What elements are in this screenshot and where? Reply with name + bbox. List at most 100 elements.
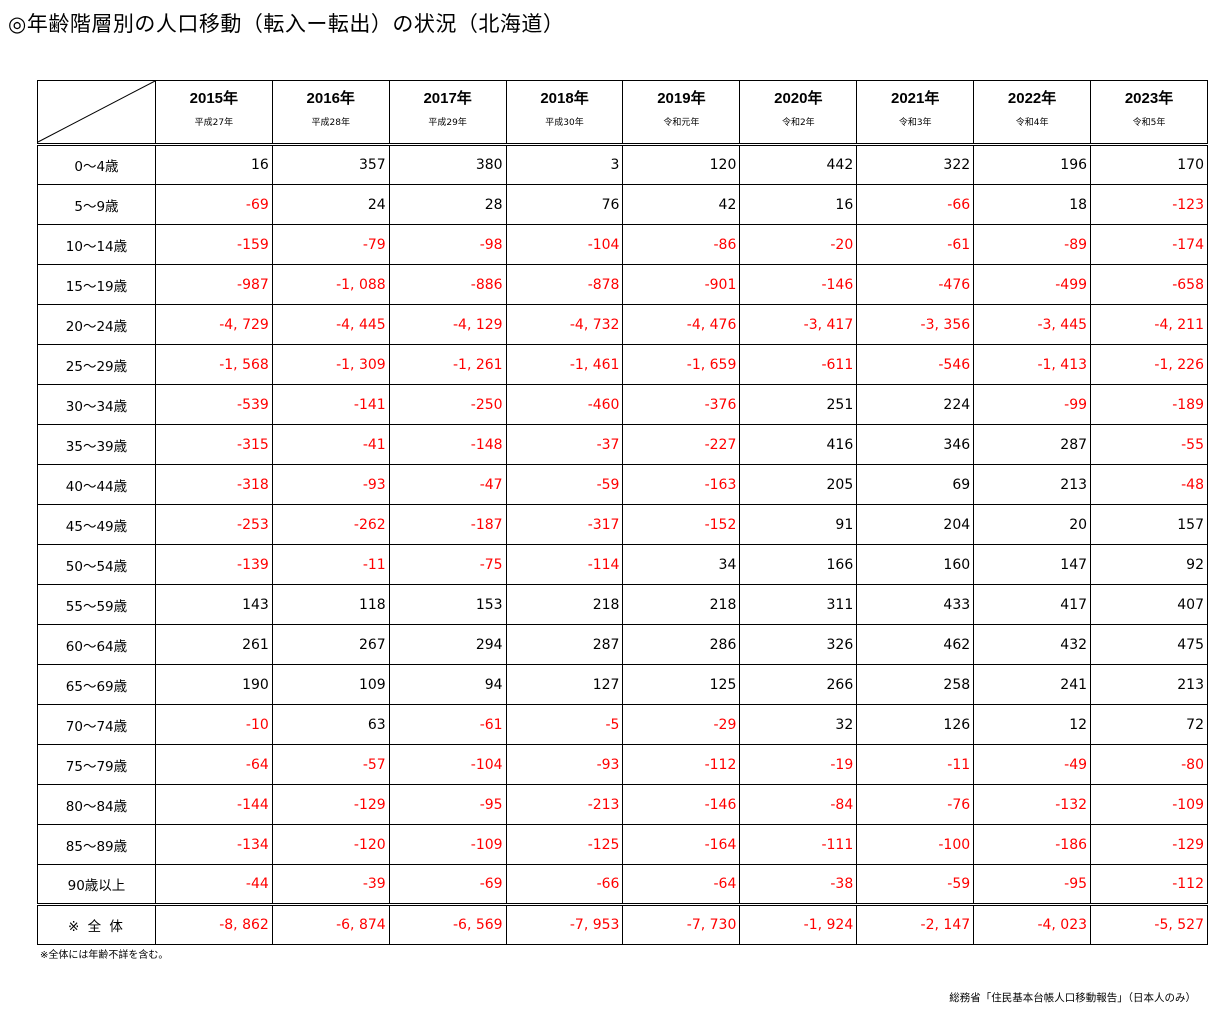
value-cell: 166 bbox=[739, 544, 858, 585]
value-cell: -159 bbox=[154, 224, 273, 265]
value-cell: -4, 211 bbox=[1090, 304, 1208, 345]
value-cell: -164 bbox=[622, 824, 741, 865]
value-cell: -460 bbox=[505, 384, 624, 425]
value-cell: 287 bbox=[505, 624, 624, 665]
value-cell: 3 bbox=[505, 144, 624, 185]
value-cell: 109 bbox=[271, 664, 390, 705]
value-cell: 12 bbox=[973, 704, 1092, 745]
year-header: 2019年 令和元年 bbox=[622, 80, 741, 146]
value-cell: 157 bbox=[1090, 504, 1208, 545]
value-cell: -99 bbox=[973, 384, 1092, 425]
era-label: 平成30年 bbox=[545, 118, 584, 128]
value-cell: -250 bbox=[388, 384, 507, 425]
year-label: 2021年 bbox=[891, 90, 940, 107]
value-cell: -84 bbox=[739, 784, 858, 825]
value-cell: 72 bbox=[1090, 704, 1208, 745]
age-group-label: 0～4歳 bbox=[37, 144, 156, 185]
migration-table: 2015年 平成27年 2016年 平成28年 2017年 平成29年 2018年 平成30年… bbox=[37, 80, 1208, 945]
table-row: 15～19歳 -987 -1, 088 -886 -878 -901 -146 -476 -49… bbox=[37, 264, 1208, 305]
table-row: 25～29歳 -1, 568 -1, 309 -1, 261 -1, 461 -1, 65… bbox=[37, 344, 1208, 385]
era-label: 平成29年 bbox=[428, 118, 467, 128]
value-cell: 357 bbox=[271, 144, 390, 185]
age-group-label: 75～79歳 bbox=[37, 744, 156, 785]
value-cell: 224 bbox=[856, 384, 975, 425]
value-cell: -114 bbox=[505, 544, 624, 585]
value-cell: 462 bbox=[856, 624, 975, 665]
value-cell: -152 bbox=[622, 504, 741, 545]
value-cell: -6, 569 bbox=[388, 903, 507, 945]
value-cell: -499 bbox=[973, 264, 1092, 305]
value-cell: -189 bbox=[1090, 384, 1208, 425]
value-cell: 32 bbox=[739, 704, 858, 745]
table-row: 45～49歳 -253 -262 -187 -317 -152 91 204 20 157 bbox=[37, 504, 1208, 545]
value-cell: 34 bbox=[622, 544, 741, 585]
table-row: 85～89歳 -134 -120 -109 -125 -164 -111 -100 -186 -1… bbox=[37, 824, 1208, 865]
value-cell: -20 bbox=[739, 224, 858, 265]
value-cell: -129 bbox=[1090, 824, 1208, 865]
value-cell: -1, 088 bbox=[271, 264, 390, 305]
total-row: ※ 全 体 -8, 862 -6, 874 -6, 569 -7, 953 -7, 730… bbox=[37, 903, 1208, 945]
footnote: ※全体には年齢不詳を含む。 bbox=[40, 950, 169, 961]
value-cell: 190 bbox=[154, 664, 273, 705]
value-cell: -120 bbox=[271, 824, 390, 865]
value-cell: -4, 445 bbox=[271, 304, 390, 345]
value-cell: -476 bbox=[856, 264, 975, 305]
value-cell: -69 bbox=[388, 864, 507, 905]
value-cell: -318 bbox=[154, 464, 273, 505]
value-cell: -41 bbox=[271, 424, 390, 465]
value-cell: 311 bbox=[739, 584, 858, 625]
value-cell: -186 bbox=[973, 824, 1092, 865]
year-label: 2023年 bbox=[1124, 90, 1174, 107]
value-cell: 432 bbox=[973, 624, 1092, 665]
page-title: ◎年齢階層別の人口移動（転入ー転出）の状況（北海道） bbox=[8, 12, 565, 36]
value-cell: 18 bbox=[973, 184, 1092, 225]
value-cell: -19 bbox=[739, 744, 858, 785]
value-cell: -253 bbox=[154, 504, 273, 545]
value-cell: -109 bbox=[1090, 784, 1208, 825]
value-cell: 153 bbox=[388, 584, 507, 625]
table-row: 40～44歳 -318 -93 -47 -59 -163 205 69 213 -48 bbox=[37, 464, 1208, 505]
age-group-label: 5～9歳 bbox=[37, 184, 156, 225]
value-cell: -1, 413 bbox=[973, 344, 1092, 385]
value-cell: -144 bbox=[154, 784, 273, 825]
age-group-label: 50～54歳 bbox=[37, 544, 156, 585]
value-cell: 91 bbox=[739, 504, 858, 545]
table-row: 90歳以上 -44 -39 -69 -66 -64 -38 -59 -95 -112 bbox=[37, 864, 1208, 905]
value-cell: -213 bbox=[505, 784, 624, 825]
year-header: 2021年 令和3年 bbox=[856, 80, 975, 146]
value-cell: 16 bbox=[739, 184, 858, 225]
table-row: 20～24歳 -4, 729 -4, 445 -4, 129 -4, 732 -4, 47… bbox=[37, 304, 1208, 345]
value-cell: -111 bbox=[739, 824, 858, 865]
value-cell: 267 bbox=[271, 624, 390, 665]
year-label: 2017年 bbox=[423, 90, 472, 107]
year-label: 2022年 bbox=[1007, 90, 1057, 107]
value-cell: -95 bbox=[973, 864, 1092, 905]
value-cell: -5, 527 bbox=[1090, 903, 1208, 945]
value-cell: -4, 729 bbox=[154, 304, 273, 345]
value-cell: -1, 309 bbox=[271, 344, 390, 385]
header-row: 2015年 平成27年 2016年 平成28年 2017年 平成29年 2018年 平成30年… bbox=[37, 80, 1208, 146]
value-cell: 42 bbox=[622, 184, 741, 225]
table-row: 60～64歳 261 267 294 287 286 326 462 432 475 bbox=[37, 624, 1208, 665]
value-cell: 118 bbox=[271, 584, 390, 625]
value-cell: 63 bbox=[271, 704, 390, 745]
value-cell: -37 bbox=[505, 424, 624, 465]
value-cell: -89 bbox=[973, 224, 1092, 265]
value-cell: -69 bbox=[154, 184, 273, 225]
value-cell: -93 bbox=[505, 744, 624, 785]
value-cell: -262 bbox=[271, 504, 390, 545]
value-cell: 261 bbox=[154, 624, 273, 665]
table-row: 75～79歳 -64 -57 -104 -93 -112 -19 -11 -49 -80 bbox=[37, 744, 1208, 785]
value-cell: -1, 924 bbox=[739, 903, 858, 945]
value-cell: 322 bbox=[856, 144, 975, 185]
value-cell: -146 bbox=[739, 264, 858, 305]
value-cell: 407 bbox=[1090, 584, 1208, 625]
table-row: 35～39歳 -315 -41 -148 -37 -227 416 346 287 -55 bbox=[37, 424, 1208, 465]
value-cell: 143 bbox=[154, 584, 273, 625]
value-cell: -174 bbox=[1090, 224, 1208, 265]
value-cell: -163 bbox=[622, 464, 741, 505]
value-cell: -1, 568 bbox=[154, 344, 273, 385]
value-cell: -95 bbox=[388, 784, 507, 825]
value-cell: -129 bbox=[271, 784, 390, 825]
year-header: 2016年 平成28年 bbox=[271, 80, 390, 146]
